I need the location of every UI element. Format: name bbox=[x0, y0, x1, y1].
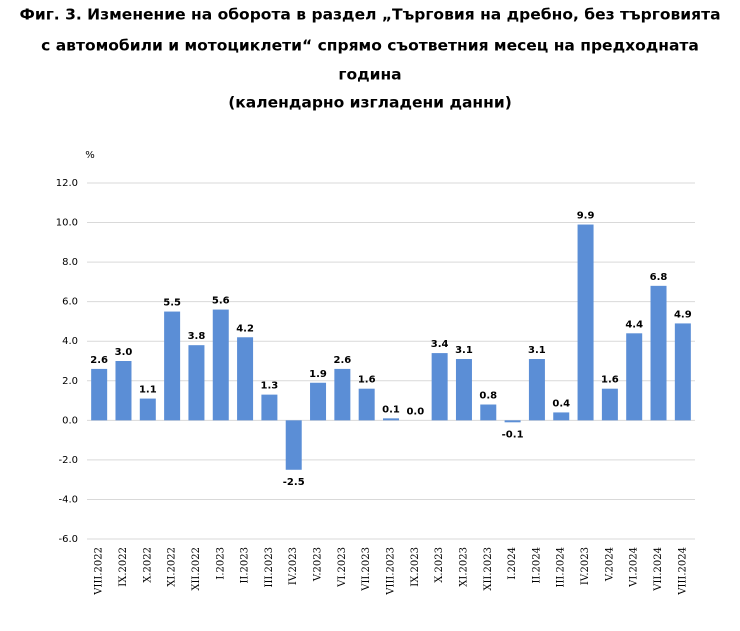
bar bbox=[383, 418, 399, 421]
bar bbox=[577, 224, 594, 421]
y-tick-label: 0.0 bbox=[62, 415, 78, 426]
bar bbox=[91, 368, 108, 421]
data-label: 1.9 bbox=[309, 369, 327, 380]
y-tick-label: -6.0 bbox=[58, 534, 78, 545]
data-label: 1.6 bbox=[601, 375, 619, 386]
data-label: -2.5 bbox=[283, 477, 305, 488]
bar bbox=[139, 398, 156, 421]
bar bbox=[261, 394, 278, 421]
bar bbox=[358, 388, 375, 421]
y-tick-label: 8.0 bbox=[62, 257, 78, 268]
data-label: 0.8 bbox=[479, 391, 497, 402]
chart-title: Фиг. 3. Изменение на оборота в раздел „Т… bbox=[19, 6, 720, 24]
x-tick-label: X.2023 bbox=[434, 547, 445, 583]
x-tick-label: V.2023 bbox=[313, 547, 324, 582]
x-tick-label: XI.2022 bbox=[167, 547, 178, 587]
x-tick-label: XII.2023 bbox=[483, 547, 494, 591]
y-tick-label: -4.0 bbox=[58, 494, 78, 505]
bar bbox=[212, 309, 229, 421]
data-label: -0.1 bbox=[502, 429, 524, 440]
data-label: 5.6 bbox=[212, 296, 230, 307]
data-label: 6.8 bbox=[650, 272, 668, 283]
x-tick-label: VII.2024 bbox=[653, 547, 664, 592]
data-label: 0.4 bbox=[552, 398, 570, 409]
data-label: 3.1 bbox=[455, 345, 473, 356]
x-tick-label: V.2024 bbox=[604, 547, 615, 582]
x-tick-label: IV.2023 bbox=[288, 547, 299, 585]
bar bbox=[528, 359, 545, 421]
bar bbox=[480, 404, 497, 421]
data-label: 3.1 bbox=[528, 345, 546, 356]
data-label: 0.1 bbox=[382, 404, 400, 415]
x-tick-label: VI.2023 bbox=[337, 547, 348, 588]
bar bbox=[115, 361, 132, 421]
data-label: 1.3 bbox=[261, 381, 279, 392]
x-tick-label: IV.2023 bbox=[580, 547, 591, 585]
x-tick-label: IX.2022 bbox=[118, 547, 129, 587]
x-tick-label: XI.2023 bbox=[458, 547, 469, 587]
x-tick-label: XII.2022 bbox=[191, 547, 202, 591]
x-tick-label: I.2023 bbox=[215, 547, 226, 580]
bar bbox=[626, 333, 643, 421]
x-tick-label: VIII.2024 bbox=[677, 547, 688, 596]
bar bbox=[553, 412, 570, 421]
data-label: 1.1 bbox=[139, 385, 157, 396]
data-label: 2.6 bbox=[334, 355, 352, 366]
data-label: 4.2 bbox=[236, 323, 254, 334]
data-label: 0.0 bbox=[406, 406, 424, 417]
data-label: 3.8 bbox=[188, 331, 206, 342]
x-tick-label: VII.2023 bbox=[361, 547, 372, 592]
x-tick-label: III.2024 bbox=[556, 547, 567, 587]
x-tick-label: III.2023 bbox=[264, 547, 275, 587]
x-tick-label: IX.2023 bbox=[410, 547, 421, 587]
data-label: 4.9 bbox=[674, 309, 692, 320]
data-label: 2.6 bbox=[90, 355, 108, 366]
x-tick-label: VIII.2022 bbox=[94, 547, 105, 596]
y-tick-label: 12.0 bbox=[56, 178, 78, 189]
bar bbox=[237, 337, 254, 421]
data-label: 3.4 bbox=[431, 339, 449, 350]
x-tick-label: II.2023 bbox=[240, 547, 251, 584]
chart-title: с автомобили и мотоциклети“ спрямо съотв… bbox=[41, 37, 699, 55]
bar bbox=[285, 420, 302, 470]
chart-title: година bbox=[338, 66, 401, 84]
data-label: 4.4 bbox=[625, 319, 643, 330]
y-tick-label: 2.0 bbox=[62, 376, 78, 387]
bar bbox=[310, 382, 327, 421]
bar bbox=[674, 323, 691, 421]
x-tick-label: I.2024 bbox=[507, 547, 518, 580]
bar bbox=[188, 345, 205, 421]
bar bbox=[650, 285, 667, 421]
data-label: 5.5 bbox=[163, 298, 181, 309]
y-tick-label: -2.0 bbox=[58, 455, 78, 466]
bar bbox=[164, 311, 181, 421]
chart-title: (календарно изгладени данни) bbox=[228, 94, 512, 112]
bar bbox=[601, 388, 618, 421]
data-label: 9.9 bbox=[577, 211, 595, 222]
y-tick-label: 10.0 bbox=[56, 218, 78, 229]
bar bbox=[504, 420, 521, 423]
bar bbox=[334, 368, 351, 421]
x-tick-label: VI.2024 bbox=[629, 547, 640, 588]
bar bbox=[431, 353, 448, 421]
y-tick-label: 4.0 bbox=[62, 336, 78, 347]
y-tick-label: 6.0 bbox=[62, 297, 78, 308]
data-label: 1.6 bbox=[358, 375, 376, 386]
x-tick-label: II.2024 bbox=[531, 547, 542, 584]
y-axis-label: % bbox=[85, 150, 95, 161]
x-tick-label: VIII.2023 bbox=[386, 547, 397, 596]
bar bbox=[455, 359, 472, 421]
x-tick-label: X.2022 bbox=[142, 547, 153, 583]
data-label: 3.0 bbox=[115, 347, 133, 358]
